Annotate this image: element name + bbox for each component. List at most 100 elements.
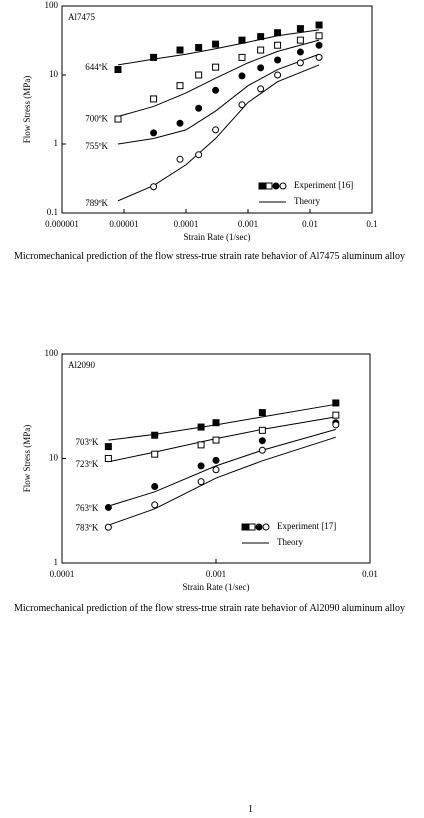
marker (274, 29, 282, 37)
marker (195, 104, 203, 112)
marker (212, 126, 220, 134)
y-axis-title: Flow Stress (MPa) (22, 76, 32, 144)
legend-label: Theory (294, 196, 320, 206)
marker (151, 431, 159, 439)
x-tick-label: 0.01 (302, 219, 318, 229)
marker (212, 436, 220, 444)
marker (274, 41, 282, 49)
y-tick-label: 0.1 (47, 207, 58, 217)
marker (258, 446, 266, 454)
page-number: 1 (248, 804, 253, 815)
marker (332, 399, 340, 407)
x-tick-label: 0.1 (366, 219, 377, 229)
marker (332, 421, 340, 429)
legend-marker (248, 523, 256, 531)
marker (238, 101, 246, 109)
marker (104, 455, 112, 462)
marker (150, 183, 158, 191)
marker (150, 95, 158, 103)
marker (176, 82, 184, 90)
marker (257, 46, 265, 54)
x-tick-label: 0.00001 (109, 219, 138, 229)
legend-marker (272, 182, 280, 190)
theory-line (108, 428, 336, 507)
y-axis-title: Flow Stress (MPa) (22, 425, 32, 493)
caption: Micromechanical prediction of the flow s… (14, 603, 405, 614)
marker (296, 59, 304, 67)
y-tick-label: 10 (49, 69, 59, 79)
marker (197, 423, 205, 431)
legend-label: Experiment [16] (294, 180, 353, 190)
series-label: 723ºK (76, 459, 99, 469)
series-label: 789ºK (85, 198, 108, 208)
legend-marker (279, 182, 287, 190)
x-axis-title: Strain Rate (1/sec) (184, 232, 251, 242)
caption: Micromechanical prediction of the flow s… (14, 251, 405, 262)
marker (274, 71, 282, 79)
marker (257, 64, 265, 72)
marker (151, 501, 159, 509)
marker (151, 482, 159, 490)
marker (104, 523, 112, 531)
y-tick-label: 10 (49, 453, 59, 463)
theory-line (117, 39, 320, 118)
x-tick-label: 0.001 (238, 219, 258, 229)
marker (315, 41, 323, 49)
marker (114, 66, 122, 74)
marker (176, 46, 184, 54)
marker (150, 53, 158, 61)
marker (258, 426, 266, 434)
legend-marker (265, 182, 273, 190)
legend-label: Experiment [17] (277, 521, 336, 531)
series-label: 783ºK (76, 522, 99, 532)
plot-frame (61, 5, 373, 214)
series-label: 644ºK (85, 62, 108, 72)
theory-line (117, 53, 320, 145)
marker (238, 53, 246, 61)
marker (332, 411, 340, 419)
marker (197, 441, 205, 449)
marker (258, 409, 266, 417)
marker (257, 85, 265, 93)
marker (274, 56, 282, 64)
marker (315, 21, 323, 29)
chart-label: Al7475 (68, 12, 96, 22)
marker (238, 72, 246, 80)
marker (195, 44, 203, 52)
marker (151, 450, 159, 458)
marker (195, 71, 203, 79)
y-tick-label: 1 (54, 138, 59, 148)
marker (212, 40, 220, 48)
marker (212, 86, 220, 94)
theory-line (117, 64, 320, 202)
theory-line (108, 436, 336, 526)
marker (212, 456, 220, 464)
series-label: 755ºK (85, 141, 108, 151)
x-tick-label: 0.0001 (174, 219, 199, 229)
marker (197, 462, 205, 470)
legend-marker (241, 523, 249, 531)
series-label: 700ºK (85, 114, 108, 124)
y-tick-label: 1 (54, 557, 59, 567)
series-label: 703ºK (76, 437, 99, 447)
marker (114, 115, 122, 123)
marker (315, 32, 323, 40)
marker (212, 419, 220, 427)
marker (195, 151, 203, 159)
marker (104, 443, 112, 451)
x-tick-label: 0.0001 (50, 569, 75, 579)
marker (176, 155, 184, 163)
legend-label: Theory (277, 537, 303, 547)
marker (104, 503, 112, 511)
legend-marker (262, 523, 270, 531)
marker (212, 63, 220, 71)
x-tick-label: 0.001 (206, 569, 226, 579)
y-tick-label: 100 (45, 348, 59, 358)
marker (296, 36, 304, 44)
marker (296, 25, 304, 33)
marker (212, 466, 220, 474)
x-tick-label: 0.01 (362, 569, 378, 579)
chart-label: Al2090 (68, 360, 96, 370)
